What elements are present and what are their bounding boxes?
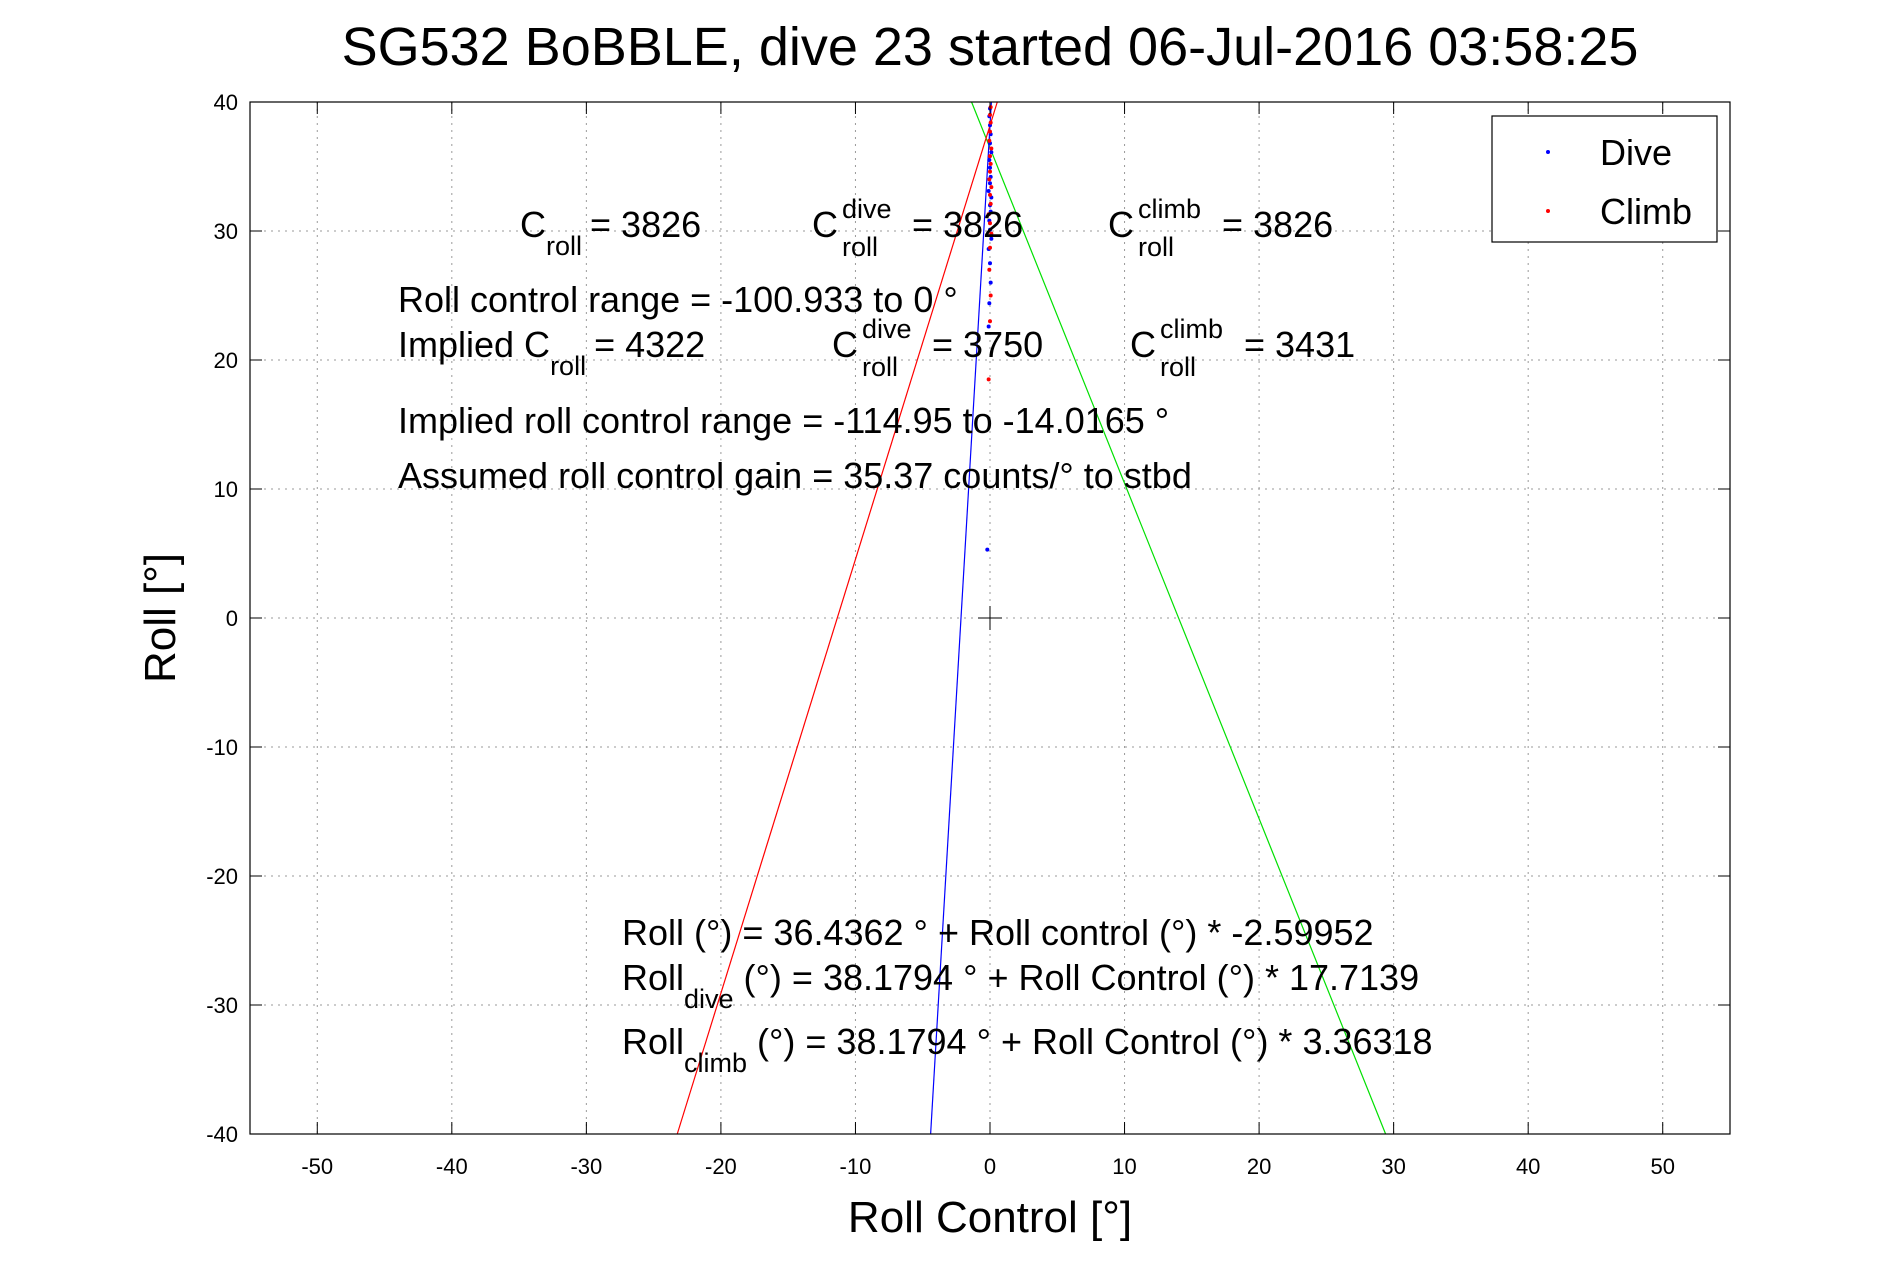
data-point-climb: [988, 112, 992, 117]
roll-control-range: Roll control range = -100.933 to 0 °: [398, 279, 958, 320]
data-point-climb: [988, 201, 993, 206]
tick-layer: -50 -40 -30 -20 -10 0 10 20 30 40 50 -40 -30 -20 -10 0 1…: [206, 90, 1730, 1179]
c-roll-climb-sub: roll: [1138, 232, 1174, 262]
data-point-dive: [985, 547, 990, 552]
data-point-climb: [988, 221, 992, 226]
fit-lines-layer: [676, 101, 1387, 1135]
y-tick-label: -20: [206, 864, 238, 889]
implied-c-roll-dive-sub: roll: [862, 352, 898, 382]
legend-dive-label: Dive: [1600, 132, 1672, 173]
implied-c-roll-annotation: Implied Croll= 4322: [398, 324, 705, 381]
y-tick-label: 0: [226, 606, 238, 631]
assumed-roll-control-gain: Assumed roll control gain = 35.37 counts…: [398, 455, 1192, 496]
legend-dive-marker: [1546, 150, 1550, 154]
climb-fit-equation: Rollclimb (°) = 38.1794 ° + Roll Control…: [622, 1021, 1433, 1078]
data-point-climb: [988, 169, 992, 174]
data-point-dive: [989, 236, 994, 241]
data-point-dive: [987, 301, 992, 306]
implied-c-roll-climb-value: = 3431: [1244, 324, 1355, 365]
data-point-dive: [986, 189, 991, 194]
data-point-climb: [987, 177, 992, 182]
c-roll-dive-sub: roll: [842, 232, 878, 262]
c-roll-annotation: Croll= 3826: [520, 204, 701, 261]
c-roll-dive-annotation: C: [812, 204, 838, 245]
x-tick-label: 0: [984, 1154, 996, 1179]
x-tick-label: 40: [1516, 1154, 1540, 1179]
x-tick-label: -20: [705, 1154, 737, 1179]
x-axis-label: Roll Control [°]: [848, 1193, 1132, 1242]
annotations: Croll= 3826 C dive roll = 3826 C climb r…: [398, 194, 1433, 1078]
data-point-dive: [988, 165, 992, 170]
data-point-climb: [987, 267, 992, 272]
data-point-climb: [986, 377, 991, 382]
data-point-climb: [988, 161, 993, 166]
x-tick-label: 50: [1650, 1154, 1674, 1179]
data-point-climb: [988, 120, 993, 125]
implied-c-roll-climb-sup: climb: [1160, 314, 1223, 344]
x-tick-label: 10: [1112, 1154, 1136, 1179]
data-point-dive: [988, 261, 992, 266]
x-tick-label: -50: [301, 1154, 333, 1179]
y-tick-label: 40: [214, 90, 238, 115]
implied-c-roll-dive-sup: dive: [862, 314, 912, 344]
implied-c-roll-dive-value: = 3750: [932, 324, 1043, 365]
data-point-climb: [989, 231, 994, 236]
x-tick-label: 30: [1381, 1154, 1405, 1179]
y-tick-label: 30: [214, 219, 238, 244]
overall-fit-equation: Roll (°) = 36.4362 ° + Roll control (°) …: [622, 912, 1374, 953]
data-point-climb: [989, 185, 994, 190]
data-point-dive: [989, 150, 994, 155]
fit-line-climb: [676, 101, 998, 1135]
data-point-dive: [988, 227, 992, 232]
chart-title: SG532 BoBBLE, dive 23 started 06-Jul-201…: [342, 17, 1639, 77]
data-point-dive: [987, 158, 992, 163]
y-tick-label: -30: [206, 993, 238, 1018]
data-point-climb: [988, 245, 992, 250]
y-tick-label: -40: [206, 1122, 238, 1147]
data-point-climb: [988, 129, 992, 134]
data-point-dive: [988, 280, 993, 285]
dive-fit-equation: Rolldive (°) = 38.1794 ° + Roll Control …: [622, 957, 1419, 1014]
y-tick-label: 10: [214, 477, 238, 502]
fit-line-overall: [970, 101, 1387, 1135]
y-axis-label: Roll [°]: [136, 553, 185, 683]
legend-climb-label: Climb: [1600, 191, 1692, 232]
data-point-climb: [988, 319, 992, 324]
c-roll-climb-sup: climb: [1138, 194, 1201, 224]
x-tick-label: 20: [1247, 1154, 1271, 1179]
c-roll-dive-sup: dive: [842, 194, 892, 224]
data-point-dive: [986, 324, 991, 329]
c-roll-climb-value: = 3826: [1222, 204, 1333, 245]
data-point-dive: [988, 181, 992, 186]
x-tick-label: -30: [570, 1154, 602, 1179]
legend-climb-marker: [1546, 209, 1550, 213]
x-tick-label: -10: [840, 1154, 872, 1179]
fit-line-dive: [930, 101, 992, 1135]
x-tick-label: -40: [436, 1154, 468, 1179]
implied-c-roll-climb-annotation: C: [1130, 324, 1156, 365]
c-roll-dive-value: = 3826: [912, 204, 1023, 245]
data-point-climb: [988, 105, 993, 110]
implied-roll-control-range: Implied roll control range = -114.95 to …: [398, 400, 1169, 441]
y-tick-label: 20: [214, 348, 238, 373]
data-point-climb: [988, 192, 992, 197]
implied-c-roll-climb-sub: roll: [1160, 352, 1196, 382]
data-points-layer: [985, 105, 994, 552]
data-point-climb: [988, 293, 993, 298]
data-point-climb: [988, 154, 992, 159]
c-roll-climb-annotation: C: [1108, 204, 1134, 245]
data-point-climb: [986, 212, 991, 217]
legend: Dive Climb: [1491, 115, 1718, 243]
implied-c-roll-dive-annotation: C: [832, 324, 858, 365]
y-tick-label: -10: [206, 735, 238, 760]
legend-box: [1491, 115, 1718, 243]
data-point-climb: [987, 138, 992, 143]
data-point-climb: [989, 146, 994, 151]
